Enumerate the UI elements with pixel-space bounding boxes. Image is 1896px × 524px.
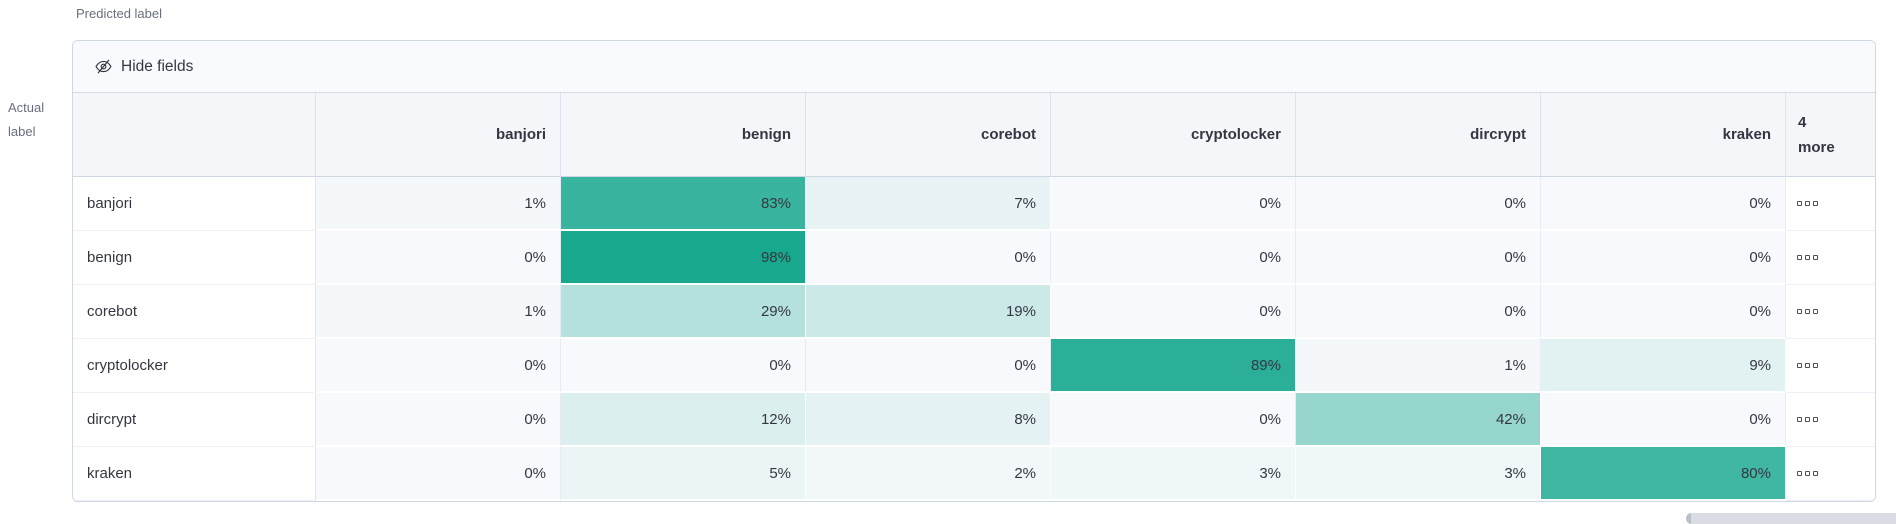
more-values-button[interactable] [1786, 285, 1875, 339]
predicted-label: Predicted label [76, 6, 162, 21]
matrix-cell[interactable]: 3% [1051, 447, 1296, 501]
more-values-button[interactable] [1786, 339, 1875, 393]
boxes-horizontal-icon [1813, 309, 1818, 314]
hide-fields-button[interactable]: Hide fields [95, 58, 193, 76]
boxes-horizontal-icon [1805, 309, 1810, 314]
more-values-button[interactable] [1786, 447, 1875, 501]
eye-closed-icon [95, 58, 112, 75]
boxes-horizontal-icon [1805, 471, 1810, 476]
row-label-benign[interactable]: benign [73, 231, 316, 285]
boxes-horizontal-icon [1805, 255, 1810, 260]
actual-label-line1: Actual [8, 100, 45, 115]
boxes-horizontal-icon [1797, 417, 1802, 422]
more-values-button[interactable] [1786, 177, 1875, 231]
matrix-cell[interactable]: 0% [561, 339, 806, 393]
horizontal-scrollbar[interactable] [1686, 513, 1896, 524]
matrix-cell[interactable]: 2% [806, 447, 1051, 501]
matrix-cell[interactable]: 3% [1296, 447, 1541, 501]
matrix-cell[interactable]: 89% [1051, 339, 1296, 393]
matrix-cell[interactable]: 1% [1296, 339, 1541, 393]
column-header-dircrypt[interactable]: dircrypt [1296, 93, 1541, 177]
matrix-cell[interactable]: 0% [806, 339, 1051, 393]
matrix-cell[interactable]: 0% [1296, 177, 1541, 231]
matrix-cell[interactable]: 0% [1541, 177, 1786, 231]
matrix-cell[interactable]: 12% [561, 393, 806, 447]
more-label: more [1798, 138, 1835, 156]
matrix-cell[interactable]: 0% [1051, 285, 1296, 339]
boxes-horizontal-icon [1813, 417, 1818, 422]
matrix-cell[interactable]: 0% [806, 231, 1051, 285]
boxes-horizontal-icon [1797, 201, 1802, 206]
actual-label-line2: label [8, 124, 36, 139]
boxes-horizontal-icon [1797, 363, 1802, 368]
corner-header-cell [73, 93, 316, 177]
matrix-cell[interactable]: 0% [1541, 231, 1786, 285]
row-label-cryptolocker[interactable]: cryptolocker [73, 339, 316, 393]
matrix-cell[interactable]: 29% [561, 285, 806, 339]
matrix-cell[interactable]: 83% [561, 177, 806, 231]
matrix-cell[interactable]: 5% [561, 447, 806, 501]
matrix-cell[interactable]: 0% [316, 447, 561, 501]
row-label-kraken[interactable]: kraken [73, 447, 316, 501]
matrix-cell[interactable]: 42% [1296, 393, 1541, 447]
boxes-horizontal-icon [1797, 255, 1802, 260]
matrix-cell[interactable]: 80% [1541, 447, 1786, 501]
boxes-horizontal-icon [1813, 471, 1818, 476]
matrix-cell[interactable]: 0% [1541, 285, 1786, 339]
matrix-cell[interactable]: 0% [1051, 231, 1296, 285]
matrix-cell[interactable]: 9% [1541, 339, 1786, 393]
matrix-cell[interactable]: 1% [316, 177, 561, 231]
matrix-cell[interactable]: 1% [316, 285, 561, 339]
column-header-more[interactable]: 4 more [1786, 93, 1875, 177]
boxes-horizontal-icon [1805, 417, 1810, 422]
matrix-cell[interactable]: 0% [316, 339, 561, 393]
boxes-horizontal-icon [1813, 201, 1818, 206]
boxes-horizontal-icon [1797, 309, 1802, 314]
matrix-cell[interactable]: 7% [806, 177, 1051, 231]
matrix-cell[interactable]: 8% [806, 393, 1051, 447]
actual-label: Actual label [8, 96, 44, 144]
more-values-button[interactable] [1786, 231, 1875, 285]
matrix-cell[interactable]: 0% [1051, 177, 1296, 231]
column-header-kraken[interactable]: kraken [1541, 93, 1786, 177]
matrix-cell[interactable]: 0% [1051, 393, 1296, 447]
boxes-horizontal-icon [1813, 255, 1818, 260]
matrix-cell[interactable]: 19% [806, 285, 1051, 339]
row-label-dircrypt[interactable]: dircrypt [73, 393, 316, 447]
matrix-cell[interactable]: 0% [316, 231, 561, 285]
boxes-horizontal-icon [1805, 201, 1810, 206]
boxes-horizontal-icon [1797, 471, 1802, 476]
matrix-cell[interactable]: 0% [1296, 285, 1541, 339]
confusion-matrix-grid: banjori benign corebot cryptolocker dircrypt… [73, 93, 1875, 501]
confusion-matrix-panel: Hide fields banjori benign corebot cryptolo… [72, 40, 1876, 502]
more-values-button[interactable] [1786, 393, 1875, 447]
matrix-cell[interactable]: 0% [1541, 393, 1786, 447]
matrix-cell[interactable]: 0% [316, 393, 561, 447]
hide-fields-label: Hide fields [121, 57, 194, 75]
boxes-horizontal-icon [1805, 363, 1810, 368]
row-label-banjori[interactable]: banjori [73, 177, 316, 231]
matrix-cell[interactable]: 0% [1296, 231, 1541, 285]
column-header-banjori[interactable]: banjori [316, 93, 561, 177]
row-label-corebot[interactable]: corebot [73, 285, 316, 339]
column-header-corebot[interactable]: corebot [806, 93, 1051, 177]
column-header-benign[interactable]: benign [561, 93, 806, 177]
boxes-horizontal-icon [1813, 363, 1818, 368]
data-grid-toolbar: Hide fields [73, 41, 1875, 93]
more-count: 4 [1798, 113, 1807, 131]
column-header-cryptolocker[interactable]: cryptolocker [1051, 93, 1296, 177]
matrix-cell[interactable]: 98% [561, 231, 806, 285]
